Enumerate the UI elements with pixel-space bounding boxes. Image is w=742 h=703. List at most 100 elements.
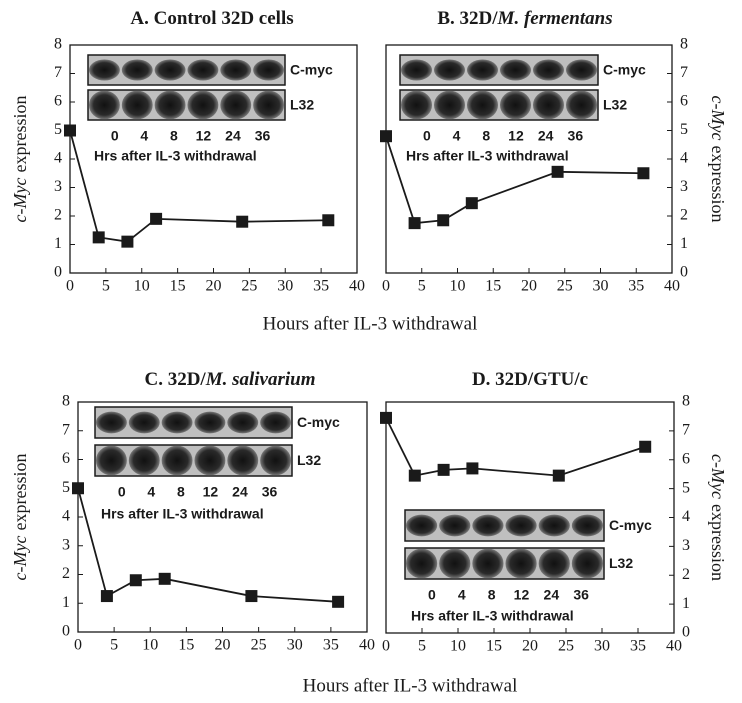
blot-band <box>565 59 598 81</box>
data-point <box>150 212 163 225</box>
band-label: C-myc <box>609 517 652 533</box>
chart-title: D. 32D/GTU/c <box>472 369 588 390</box>
data-point <box>121 235 134 248</box>
chart-title: A. Control 32D cells <box>130 8 293 29</box>
x-tick-label: 25 <box>241 278 257 295</box>
blot-frame <box>399 54 599 86</box>
x-tick-label: 30 <box>593 278 609 295</box>
x-tick-label: 10 <box>450 638 466 655</box>
y-tick-label: 0 <box>680 264 688 281</box>
x-tick-label: 15 <box>170 278 186 295</box>
lane-label: 8 <box>488 587 496 603</box>
y-tick-label: 2 <box>54 207 62 224</box>
blot-band <box>499 90 532 120</box>
x-tick-label: 40 <box>664 278 680 295</box>
lane-label: 4 <box>453 128 461 144</box>
y-tick-label: 8 <box>62 393 70 410</box>
y-tick-label: 1 <box>54 235 62 252</box>
x-tick-label: 15 <box>178 637 194 654</box>
lane-label: 12 <box>196 128 212 144</box>
x-tick-label: 15 <box>485 278 501 295</box>
inset-caption: Hrs after IL-3 withdrawal <box>101 506 264 522</box>
x-tick-label: 35 <box>630 638 646 655</box>
x-tick-label: 30 <box>594 638 610 655</box>
y-tick-label: 5 <box>682 479 690 496</box>
x-tick-label: 0 <box>66 278 74 295</box>
blot-frame <box>404 509 605 542</box>
lane-label: 12 <box>508 128 524 144</box>
y-tick-label: 3 <box>62 536 70 553</box>
blot-band <box>194 445 226 476</box>
y-tick-label: 4 <box>682 508 690 525</box>
x-tick-label: 35 <box>313 278 329 295</box>
lane-label: 24 <box>225 128 241 144</box>
band-label: C-myc <box>290 62 333 78</box>
blot-band <box>400 59 433 81</box>
y-tick-label: 2 <box>62 565 70 582</box>
x-tick-label: 5 <box>418 638 426 655</box>
lane-label: 0 <box>118 484 126 500</box>
inset-caption: Hrs after IL-3 withdrawal <box>94 148 257 164</box>
chart-title: B. 32D/M. fermentans <box>437 8 612 29</box>
blot-frame <box>87 54 286 86</box>
y-tick-label: 6 <box>54 93 62 110</box>
blot-band <box>260 445 292 476</box>
band-label: L32 <box>603 97 627 113</box>
blot-band <box>532 90 565 120</box>
y-tick-label: 5 <box>54 121 62 138</box>
x-tick-label: 35 <box>628 278 644 295</box>
y-tick-label: 6 <box>682 450 690 467</box>
lane-label: 8 <box>170 128 178 144</box>
y-tick-label: 0 <box>682 624 690 641</box>
data-point <box>72 482 84 495</box>
x-tick-label: 40 <box>349 278 365 295</box>
x-tick-label: 20 <box>206 278 222 295</box>
lane-label: 4 <box>140 128 148 144</box>
x-tick-label: 30 <box>287 637 303 654</box>
blot-band <box>400 90 433 120</box>
x-tick-label: 20 <box>521 278 537 295</box>
blot-band <box>538 514 570 537</box>
y-tick-label: 6 <box>680 93 688 110</box>
x-tick-label: 25 <box>558 638 574 655</box>
data-point <box>332 595 345 608</box>
data-line <box>385 135 644 225</box>
y-tick-label: 4 <box>54 150 62 167</box>
blot-band <box>121 90 153 120</box>
data-point <box>437 214 450 227</box>
x-tick-label: 5 <box>110 637 118 654</box>
title-text: A. Control 32D cells <box>130 8 293 29</box>
lane-label: 24 <box>538 128 554 144</box>
lane-label: 8 <box>482 128 490 144</box>
y-tick-label: 7 <box>682 422 690 439</box>
band-label: L32 <box>609 555 633 571</box>
y-tick-label: 5 <box>680 121 688 138</box>
y-tick-label: 0 <box>62 623 70 640</box>
x-tick-label: 40 <box>359 637 375 654</box>
blot-band <box>433 59 466 81</box>
blot-band <box>472 514 504 537</box>
data-point <box>551 165 564 178</box>
lane-label: 12 <box>514 587 530 603</box>
data-point <box>129 574 142 587</box>
y-tick-label: 0 <box>54 264 62 281</box>
title-text: D. 32D/GTU/c <box>472 369 588 390</box>
blot-band <box>253 90 285 120</box>
blot-band <box>466 90 499 120</box>
x-tick-label: 15 <box>486 638 502 655</box>
blot-band <box>439 548 471 579</box>
blot-band <box>565 90 598 120</box>
blot-band <box>88 90 120 120</box>
title-text: C. 32D/ <box>144 369 206 390</box>
y-label-text: expression <box>10 96 30 173</box>
blot-band <box>505 548 537 579</box>
blot-frame <box>399 89 599 121</box>
y-label-italic: c-Myc <box>10 536 30 581</box>
data-point <box>322 214 335 227</box>
y-tick-label: 2 <box>682 566 690 583</box>
data-line <box>69 130 329 243</box>
y-label-text: expression <box>708 504 728 581</box>
data-point <box>408 217 421 230</box>
data-line <box>385 417 646 477</box>
